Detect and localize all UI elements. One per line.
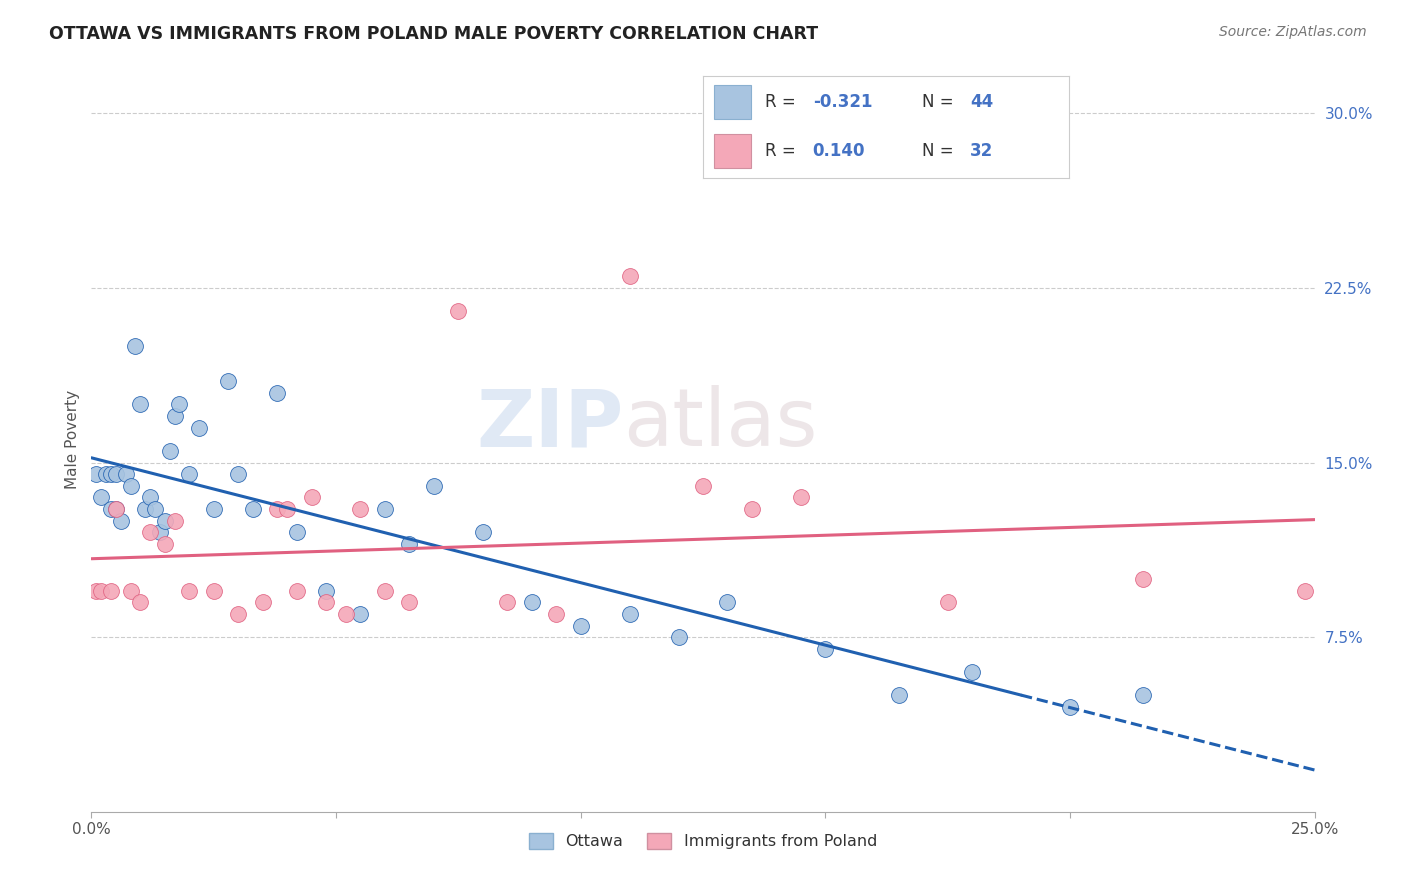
Text: N =: N = xyxy=(922,142,959,161)
Point xyxy=(104,502,127,516)
Point xyxy=(301,491,323,505)
FancyBboxPatch shape xyxy=(714,135,751,168)
Point xyxy=(90,583,112,598)
Point xyxy=(349,607,371,621)
Text: atlas: atlas xyxy=(623,385,818,464)
Point xyxy=(153,537,176,551)
Point xyxy=(814,641,837,656)
Point xyxy=(110,514,132,528)
Point xyxy=(104,467,127,482)
Point xyxy=(266,502,288,516)
Point xyxy=(266,385,288,400)
Text: OTTAWA VS IMMIGRANTS FROM POLAND MALE POVERTY CORRELATION CHART: OTTAWA VS IMMIGRANTS FROM POLAND MALE PO… xyxy=(49,25,818,43)
Text: R =: R = xyxy=(765,93,801,111)
Point xyxy=(120,583,142,598)
Point xyxy=(936,595,959,609)
Point xyxy=(619,607,641,621)
Point xyxy=(496,595,519,609)
Point xyxy=(960,665,983,679)
Point xyxy=(423,479,446,493)
Point xyxy=(129,397,152,411)
Text: 32: 32 xyxy=(970,142,993,161)
Point xyxy=(163,514,186,528)
Point xyxy=(94,467,117,482)
Point xyxy=(139,491,162,505)
Point xyxy=(398,595,420,609)
Point xyxy=(285,583,308,598)
Point xyxy=(217,374,239,388)
Point xyxy=(1294,583,1316,598)
Point xyxy=(226,607,249,621)
Point xyxy=(741,502,763,516)
Point xyxy=(100,583,122,598)
Point xyxy=(349,502,371,516)
Point xyxy=(100,502,122,516)
Point xyxy=(143,502,166,516)
Text: 0.140: 0.140 xyxy=(813,142,865,161)
Point xyxy=(163,409,186,423)
Point xyxy=(124,339,146,353)
Text: R =: R = xyxy=(765,142,807,161)
Point xyxy=(315,583,337,598)
Point xyxy=(104,502,127,516)
Point xyxy=(139,525,162,540)
Point xyxy=(692,479,714,493)
Point xyxy=(84,583,107,598)
Point xyxy=(114,467,136,482)
Point xyxy=(100,467,122,482)
Legend: Ottawa, Immigrants from Poland: Ottawa, Immigrants from Poland xyxy=(522,827,884,855)
Point xyxy=(1132,689,1154,703)
Point xyxy=(315,595,337,609)
Point xyxy=(887,689,910,703)
Point xyxy=(153,514,176,528)
Point xyxy=(1059,700,1081,714)
Point xyxy=(84,467,107,482)
Y-axis label: Male Poverty: Male Poverty xyxy=(65,390,80,489)
Point xyxy=(179,583,201,598)
Point xyxy=(471,525,494,540)
Point xyxy=(252,595,274,609)
Point xyxy=(276,502,298,516)
Point xyxy=(202,502,225,516)
Point xyxy=(202,583,225,598)
Text: ZIP: ZIP xyxy=(477,385,623,464)
Point xyxy=(242,502,264,516)
Point xyxy=(398,537,420,551)
Point xyxy=(546,607,568,621)
Point xyxy=(374,502,396,516)
Point xyxy=(226,467,249,482)
Point xyxy=(569,618,592,632)
Point xyxy=(90,491,112,505)
Point xyxy=(179,467,201,482)
Text: 44: 44 xyxy=(970,93,993,111)
Point xyxy=(169,397,191,411)
Point xyxy=(790,491,813,505)
Point xyxy=(129,595,152,609)
Point xyxy=(716,595,738,609)
Point xyxy=(149,525,172,540)
Point xyxy=(374,583,396,598)
Point xyxy=(447,304,470,318)
Point xyxy=(120,479,142,493)
FancyBboxPatch shape xyxy=(714,85,751,119)
Point xyxy=(520,595,543,609)
Point xyxy=(188,420,211,434)
Point xyxy=(134,502,156,516)
Text: N =: N = xyxy=(922,93,959,111)
Point xyxy=(1132,572,1154,586)
Point xyxy=(668,630,690,644)
Point xyxy=(285,525,308,540)
Text: Source: ZipAtlas.com: Source: ZipAtlas.com xyxy=(1219,25,1367,39)
Point xyxy=(159,444,181,458)
Text: -0.321: -0.321 xyxy=(813,93,872,111)
Point xyxy=(619,269,641,284)
Point xyxy=(335,607,357,621)
